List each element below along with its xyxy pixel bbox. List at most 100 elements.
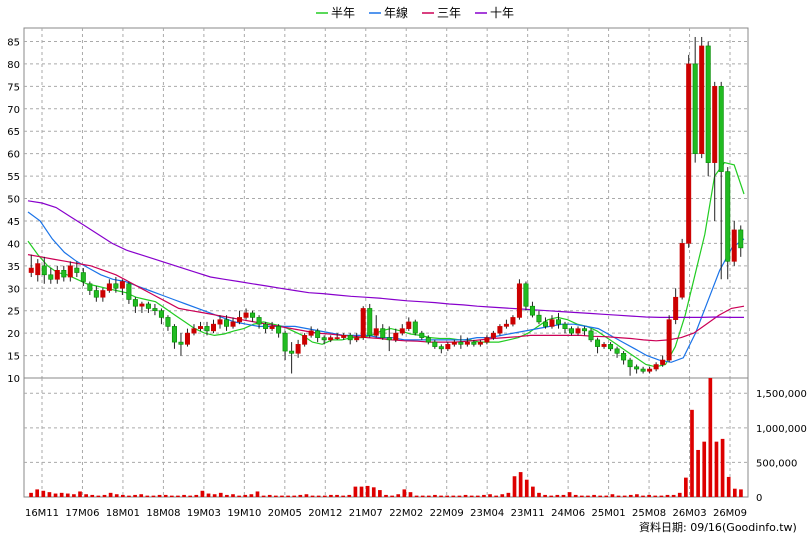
moving-average-line (27, 200, 744, 318)
volume-bar (53, 493, 58, 497)
volume-y-tick-label: 500,000 (756, 458, 797, 469)
price-y-tick-label: 85 (7, 37, 20, 48)
x-tick-label: 21M07 (349, 508, 383, 519)
volume-y-tick-label: 1,000,000 (756, 424, 807, 435)
legend-label: 三年 (437, 6, 461, 20)
candle-body (139, 303, 145, 307)
volume-bars (29, 378, 743, 497)
candle-body (347, 335, 353, 341)
volume-bar (280, 495, 284, 497)
price-y-tick-label: 20 (7, 329, 20, 340)
x-tick-label: 24M06 (551, 508, 585, 519)
x-tick-label: 25M08 (632, 508, 666, 519)
volume-bar (720, 438, 725, 497)
candle-body (263, 323, 269, 329)
volume-bar (212, 494, 217, 497)
volume-bar (237, 495, 241, 497)
candle-body (93, 290, 99, 298)
candle-body (113, 283, 119, 289)
moving-average-line (27, 254, 745, 343)
candle-body (484, 337, 490, 343)
candle-body (100, 290, 106, 298)
volume-bar (255, 491, 260, 497)
price-y-tick-label: 60 (7, 150, 20, 161)
candle-body (35, 263, 41, 276)
candle-body (308, 330, 314, 336)
candle-body (126, 283, 132, 300)
volume-bar (127, 495, 131, 497)
price-y-tick-label: 30 (7, 284, 20, 295)
volume-bar (451, 495, 456, 497)
candle-body (341, 335, 347, 338)
candle-body (660, 359, 666, 365)
volume-bar (145, 495, 150, 497)
volume-bar (163, 494, 168, 497)
volume-bar (457, 495, 462, 497)
candle-body (48, 274, 54, 280)
volume-bar (182, 494, 186, 497)
volume-bar (84, 494, 88, 497)
candle-body (451, 341, 457, 345)
candle-body (158, 310, 164, 318)
volume-bar (702, 441, 707, 497)
volume-bar (641, 495, 645, 497)
candle-body (725, 171, 731, 262)
x-tick-label: 22M02 (389, 508, 423, 519)
x-tick-label: 17M06 (65, 508, 99, 519)
volume-bar (194, 494, 199, 497)
volume-panel: 0 500,000 1,000,000 1,500,000 (23, 377, 807, 504)
volume-bar (573, 494, 578, 497)
price-y-tick-label: 10 (7, 374, 20, 385)
volume-y-tick-label: 1,500,000 (756, 389, 807, 400)
candle-body (178, 341, 184, 345)
volume-bar (616, 495, 621, 497)
candle-body (445, 344, 451, 350)
volume-bar (506, 492, 511, 497)
moving-average-lines (27, 161, 745, 368)
candle-body (41, 265, 47, 276)
volume-bar (96, 495, 101, 497)
volume-bar (586, 495, 590, 497)
volume-bar (739, 489, 743, 497)
candle-body (354, 337, 360, 341)
candle-body (250, 312, 256, 318)
price-y-tick-label: 40 (7, 239, 20, 250)
candle-body (106, 283, 112, 291)
volume-bar (169, 495, 174, 497)
candle-body (74, 267, 80, 273)
x-tick-label: 26M09 (713, 508, 747, 519)
price-y-tick-label: 25 (7, 307, 20, 318)
volume-bar (684, 477, 688, 497)
price-y-tick-label: 45 (7, 217, 20, 228)
volume-bar (488, 494, 492, 497)
candle-body (425, 337, 431, 343)
volume-plot-area (23, 377, 749, 498)
x-axis-labels: 16M11 17M06 18M01 18M08 19M03 19M10 20M05 20M12… (25, 508, 747, 519)
volume-bar (359, 486, 364, 497)
volume-bar (433, 494, 437, 497)
candle-body (152, 308, 158, 311)
volume-bar (286, 495, 290, 497)
volume-bar (35, 489, 40, 497)
candle-body (458, 341, 464, 345)
x-tick-label: 18M08 (146, 508, 180, 519)
candle-body (406, 321, 412, 329)
volume-bar (316, 495, 321, 497)
price-y-tick-label: 80 (7, 60, 20, 71)
candle-body (87, 283, 93, 291)
candle-body (399, 328, 405, 334)
candle-body (699, 45, 705, 154)
price-y-tick-label: 15 (7, 352, 20, 363)
candle-body (315, 330, 321, 338)
volume-bar (414, 495, 419, 497)
candle-body (666, 319, 672, 361)
volume-bar (329, 494, 333, 497)
price-y-tick-label: 50 (7, 195, 20, 206)
volume-bar (292, 495, 297, 497)
candle-body (360, 308, 366, 338)
volume-bar (347, 494, 352, 497)
candle-body (692, 63, 698, 154)
candle-body (673, 296, 679, 320)
